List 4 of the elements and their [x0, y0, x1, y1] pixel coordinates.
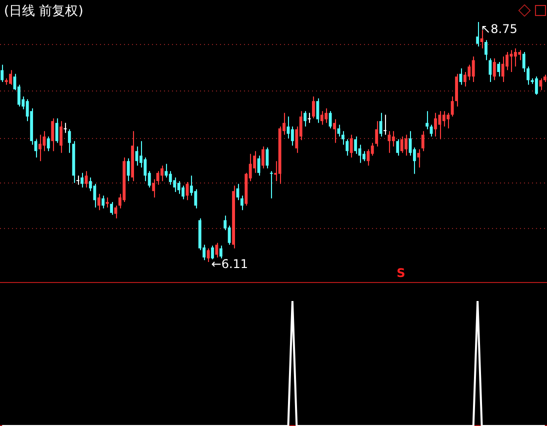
chart-title: (日线 前复权): [4, 3, 84, 20]
annotation: ←6.11: [211, 257, 248, 272]
annotation: ↖8.75: [480, 22, 518, 36]
text: S: [396, 266, 406, 280]
